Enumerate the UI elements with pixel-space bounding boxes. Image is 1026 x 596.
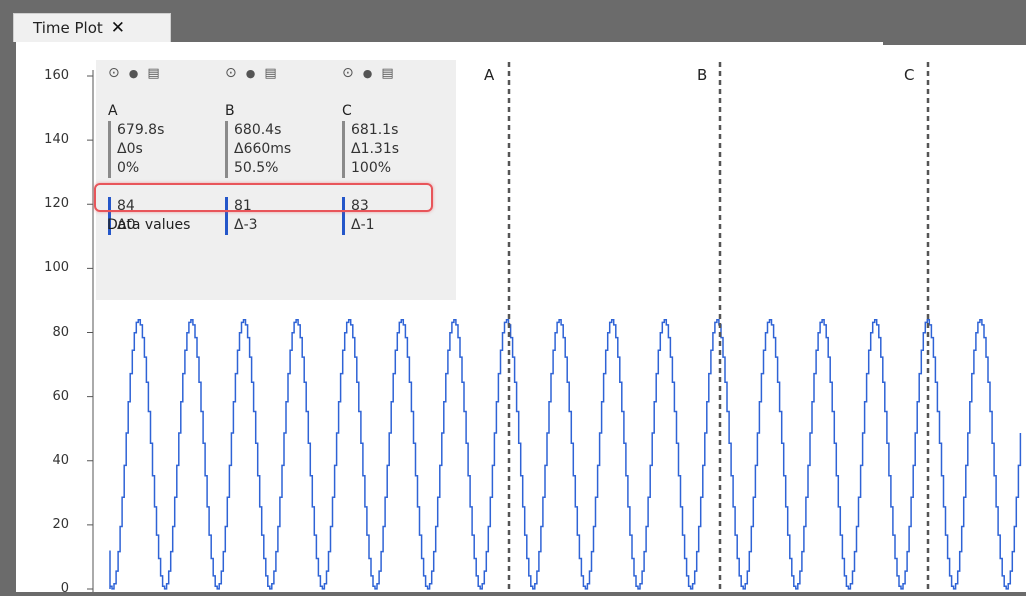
cursor-label-a: A (484, 66, 495, 84)
cursor-percent: 100% (351, 160, 392, 176)
highlight-box (94, 183, 433, 212)
data-values-heading: Data values (107, 217, 191, 233)
y-tick-label: 160 (44, 68, 69, 83)
cursor-column-b: B 680.4s Δ660ms 50.5% 81 Δ-3 (225, 103, 345, 235)
cursor-time-block: 680.4s Δ660ms 50.5% (225, 121, 345, 178)
cursor-name: A (108, 103, 118, 119)
target-icon[interactable]: ⊙ (108, 65, 120, 81)
trash-icon[interactable]: ▤ (381, 65, 394, 81)
cursor-delta-time: Δ660ms (234, 141, 292, 157)
data-series-line (110, 319, 1022, 590)
target-icon[interactable]: ⊙ (225, 65, 237, 81)
cursor-delta-value: Δ-3 (234, 217, 258, 233)
y-tick-label: 60 (52, 388, 69, 404)
cursor-delta-time: Δ1.31s (351, 141, 400, 157)
cursor-label-b: B (697, 66, 708, 84)
frame-border (11, 42, 16, 592)
pin-icon[interactable]: ● (362, 66, 373, 80)
y-tick-label: 140 (44, 132, 69, 148)
cursor-time: 679.8s (117, 122, 165, 138)
y-tick-label: 120 (44, 196, 69, 212)
cursor-time: 681.1s (351, 122, 399, 138)
y-tick-label: 80 (52, 324, 69, 340)
cursor-delta-value: Δ0 (117, 217, 136, 233)
cursor-column-a: A 679.8s Δ0s 0% 84 Δ0 (108, 103, 228, 235)
y-tick-label: 20 (52, 516, 69, 532)
cursor-name: B (225, 103, 235, 119)
cursor-info-panel (96, 60, 456, 300)
pin-icon[interactable]: ● (128, 66, 139, 80)
tab-time-plot[interactable]: Time Plot ✕ (13, 13, 171, 42)
y-tick-label: 100 (44, 260, 69, 276)
cursor-name: C (342, 103, 352, 119)
cursor-time-block: 679.8s Δ0s 0% (108, 121, 228, 178)
cursor-controls-c: ⊙ ● ▤ (342, 66, 394, 80)
target-icon[interactable]: ⊙ (342, 65, 354, 81)
cursor-controls-a: ⊙ ● ▤ (108, 66, 160, 80)
cursor-percent: 50.5% (234, 160, 279, 176)
y-tick-label: 0 (60, 581, 69, 596)
cursor-delta-value: Δ-1 (351, 217, 375, 233)
close-icon[interactable]: ✕ (110, 17, 125, 38)
pin-icon[interactable]: ● (245, 66, 256, 80)
cursor-time: 680.4s (234, 122, 282, 138)
trash-icon[interactable]: ▤ (147, 65, 160, 81)
cursor-controls-b: ⊙ ● ▤ (225, 66, 277, 80)
cursor-column-c: C 681.1s Δ1.31s 100% 83 Δ-1 (342, 103, 462, 235)
cursor-label-c: C (904, 66, 915, 84)
y-tick-label: 40 (52, 452, 69, 468)
frame-top-strip (883, 42, 1026, 45)
cursor-delta-time: Δ0s (117, 141, 143, 157)
tab-bar: Time Plot ✕ (0, 0, 1026, 42)
cursor-time-block: 681.1s Δ1.31s 100% (342, 121, 462, 178)
trash-icon[interactable]: ▤ (264, 65, 277, 81)
tab-label: Time Plot (33, 19, 103, 37)
cursor-percent: 0% (117, 160, 140, 176)
